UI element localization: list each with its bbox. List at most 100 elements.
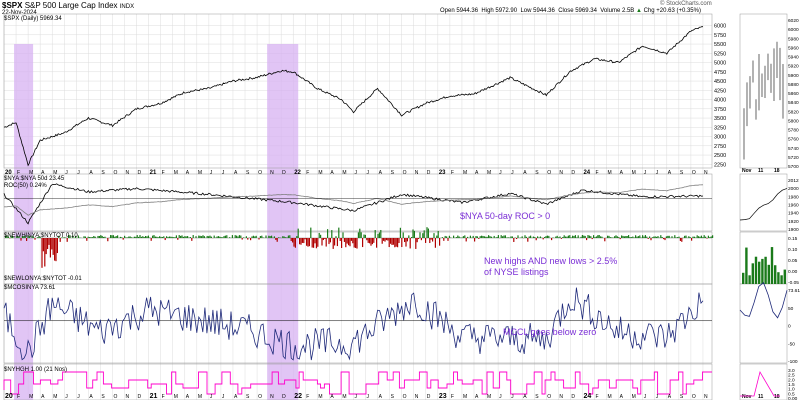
new-highs-bar	[157, 237, 159, 238]
x-tick-label-mid: 20	[5, 170, 12, 176]
new-lows-bar	[373, 238, 375, 243]
new-lows-bar	[334, 238, 336, 246]
price-axis-label: 5750	[714, 33, 726, 39]
x-tick-label-mid: S	[246, 170, 250, 176]
x-tick-label: A	[523, 394, 527, 400]
side-axis-label: 5800	[788, 118, 799, 124]
x-tick-label-mid: A	[379, 170, 383, 176]
new-highs-bar	[261, 235, 263, 238]
new-highs-bar	[282, 236, 284, 238]
new-highs-bar	[544, 236, 546, 238]
new-lows-bar	[353, 238, 355, 248]
x-tick-label: A	[330, 394, 334, 400]
new-highs-bar	[335, 236, 337, 238]
nhnl-legend: $NEWHINYA:$NYTOT 0.10	[4, 233, 78, 239]
new-highs-bar	[548, 235, 550, 238]
new-highs-bar	[153, 235, 155, 238]
new-highs-bar	[563, 235, 565, 238]
x-tick-label: S	[535, 394, 539, 400]
new-highs-bar	[28, 236, 30, 238]
new-highs-bar	[556, 235, 558, 238]
new-highs-bar	[562, 237, 564, 238]
new-highs-bar	[584, 235, 586, 238]
new-lows-bar	[308, 238, 310, 247]
new-highs-bar	[580, 236, 582, 238]
ohlc-readout: Open 5944.36 High 5972.90 Low 5944.36 Cl…	[440, 8, 701, 14]
new-highs-bar	[506, 237, 508, 238]
new-highs-bar	[283, 236, 285, 238]
new-highs-bar	[222, 237, 224, 238]
new-highs-bar	[112, 235, 114, 238]
new-lows-bar	[241, 238, 243, 240]
x-tick-label: S	[246, 394, 250, 400]
new-lows-bar	[591, 238, 593, 240]
x-tick-label-mid: O	[113, 170, 117, 176]
new-highs-bar	[595, 236, 597, 238]
side-axis-label: 6020	[788, 18, 799, 24]
new-highs-bar	[195, 236, 197, 238]
side-axis-label: 0.10	[788, 247, 798, 253]
new-highs-bar	[327, 229, 329, 238]
new-highs-bar	[318, 232, 320, 238]
x-tick-label: A	[668, 394, 672, 400]
mccl-annotation: MCCL goes below zero	[503, 327, 597, 337]
new-lows-bar	[551, 238, 553, 241]
x-tick-label-mid: A	[89, 170, 93, 176]
new-highs-bar	[103, 236, 105, 238]
new-highs-bar	[525, 236, 527, 238]
new-highs-bar	[475, 236, 477, 238]
side-frame-roc	[739, 173, 788, 232]
new-highs-bar	[243, 237, 245, 238]
x-tick-label-mid: O	[403, 170, 407, 176]
x-tick-label-mid: M	[342, 170, 346, 176]
close-value: 5969.34	[575, 8, 597, 14]
new-highs-bar	[444, 235, 446, 238]
new-highs-bar	[229, 237, 231, 238]
new-highs-bar	[455, 237, 457, 238]
highlight-regions	[14, 44, 299, 400]
new-highs-bar	[500, 235, 502, 238]
x-tick-label-mid: J	[511, 170, 514, 176]
new-highs-bar	[608, 235, 610, 238]
x-tick-label: J	[65, 394, 68, 400]
new-highs-bar	[10, 235, 12, 238]
chart-date: 22-Nov-2024	[2, 10, 37, 16]
chg-label: Chg	[643, 8, 655, 14]
new-highs-bar	[411, 236, 413, 238]
new-highs-bar	[675, 237, 677, 238]
new-highs-bar	[677, 237, 679, 238]
new-lows-bar	[345, 238, 347, 248]
side-hl-bar	[764, 256, 767, 284]
mccl-legend: $MCOSINYA 73.61	[4, 285, 56, 291]
new-highs-bar	[423, 230, 425, 238]
price-axis-label: 2750	[714, 144, 726, 150]
new-highs-bar	[216, 236, 218, 238]
x-tick-label-mid: M	[318, 170, 322, 176]
new-highs-bar	[180, 235, 182, 238]
new-highs-bar	[84, 236, 86, 238]
x-tick-label-mid: J	[367, 170, 370, 176]
x-tick-label-mid: A	[523, 170, 527, 176]
x-tick-label-mid: O	[692, 170, 696, 176]
new-highs-bar	[201, 236, 203, 238]
x-tick-label: 20	[5, 393, 13, 400]
new-highs-bar	[419, 232, 421, 238]
new-highs-bar	[136, 235, 138, 238]
price-legend: $SPX (Daily) 5969.34	[4, 16, 62, 22]
new-highs-bar	[90, 237, 92, 238]
nhnl-annotation: New highs AND new lows > 2.5% of NYSE li…	[484, 256, 618, 277]
new-lows-bar	[706, 238, 708, 239]
new-lows-bar	[349, 238, 351, 247]
new-lows-bar	[313, 238, 315, 248]
new-highs-bar	[117, 235, 119, 238]
side-axis-label: 5900	[788, 73, 799, 79]
new-highs-bar	[436, 235, 438, 238]
new-lows-bar	[350, 238, 352, 241]
x-tick-label-mid: J	[656, 170, 659, 176]
new-highs-bar	[115, 236, 117, 238]
new-highs-bar	[287, 235, 289, 238]
new-highs-bar	[170, 236, 172, 238]
new-highs-bar	[199, 235, 201, 238]
x-tick-label: 23	[439, 393, 447, 400]
x-tick-label: A	[41, 394, 45, 400]
